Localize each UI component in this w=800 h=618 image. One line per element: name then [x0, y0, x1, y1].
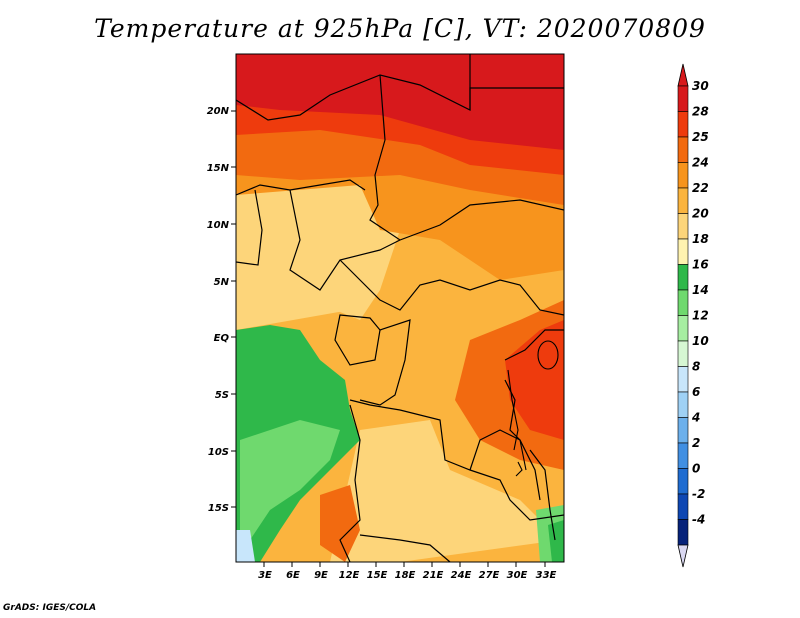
lon-label: 24E — [451, 570, 472, 581]
colorbar-swatch — [677, 468, 689, 495]
colorbar-swatch — [677, 238, 689, 265]
colorbar-label: -2 — [692, 487, 705, 501]
colorbar-swatch — [677, 162, 689, 189]
colorbar-label: 14 — [692, 283, 709, 297]
colorbar-label: 20 — [692, 207, 709, 221]
colorbar-swatch — [677, 85, 689, 112]
colorbar-swatch — [677, 493, 689, 520]
map-title: Temperature at 925hPa [C], VT: 202007080… — [94, 14, 706, 43]
colorbar-label: 16 — [692, 258, 709, 272]
colorbar-label: -4 — [692, 513, 705, 527]
lake-outlines — [507, 340, 559, 477]
colorbar-swatch — [677, 442, 689, 469]
colorbar-label: 2 — [692, 436, 700, 450]
colorbar-label: 4 — [691, 411, 700, 425]
lon-label: 27E — [479, 570, 500, 581]
colorbar-label: 24 — [692, 156, 709, 170]
colorbar-swatch — [677, 136, 689, 163]
colorbar-label: 22 — [692, 181, 709, 195]
lat-label: 20N — [207, 106, 230, 117]
lat-label: 10N — [207, 220, 230, 231]
lon-label: 6E — [286, 570, 300, 581]
colorbar-swatch — [677, 187, 689, 214]
lon-axis — [263, 562, 546, 567]
lon-label: 21E — [423, 570, 444, 581]
colorbar-swatch — [677, 315, 689, 342]
plot-frame — [235, 53, 565, 563]
lat-label: 5N — [214, 277, 230, 288]
colorbar-label: 28 — [692, 105, 709, 119]
country-borders — [236, 54, 564, 562]
colorbar-swatch — [677, 289, 689, 316]
colorbar-swatch — [677, 111, 689, 138]
lat-label: 15N — [207, 163, 230, 174]
colorbar-top-arrow — [677, 63, 689, 87]
lon-label: 3E — [258, 570, 272, 581]
grads-credit: GrADS: IGES/COLA — [3, 603, 97, 613]
colorbar-bottom-arrow — [677, 544, 689, 568]
lat-label: 5S — [215, 390, 229, 401]
colorbar-label: 30 — [692, 79, 709, 93]
colorbar-swatch — [677, 519, 689, 546]
lon-label: 30E — [507, 570, 528, 581]
colorbar-swatch — [677, 340, 689, 367]
colorbar-label: 25 — [692, 130, 709, 144]
temperature-field — [236, 54, 564, 562]
colorbar — [677, 63, 689, 568]
lat-label: 10S — [208, 447, 229, 458]
colorbar-swatch — [677, 213, 689, 240]
lat-axis — [231, 110, 236, 508]
lat-labels: 20N 15N 10N 5N EQ 5S 10S 15S — [207, 106, 230, 514]
lat-label: EQ — [214, 333, 230, 344]
colorbar-label: 12 — [692, 309, 709, 323]
lon-label: 9E — [314, 570, 328, 581]
colorbar-label: 18 — [692, 232, 709, 246]
colorbar-swatch — [677, 366, 689, 393]
colorbar-swatch — [677, 417, 689, 444]
lon-label: 12E — [339, 570, 360, 581]
lon-labels: 3E 6E 9E 12E 15E 18E 21E 24E 27E 30E 33E — [258, 570, 556, 581]
colorbar-label: 8 — [692, 360, 700, 374]
colorbar-swatch — [677, 391, 689, 418]
colorbar-label: 6 — [692, 385, 700, 399]
lon-label: 15E — [367, 570, 388, 581]
colorbar-label: 10 — [692, 334, 709, 348]
lat-label: 15S — [208, 503, 229, 514]
lon-label: 18E — [395, 570, 416, 581]
colorbar-label: 0 — [692, 462, 700, 476]
colorbar-swatch — [677, 264, 689, 291]
lon-label: 33E — [536, 570, 557, 581]
